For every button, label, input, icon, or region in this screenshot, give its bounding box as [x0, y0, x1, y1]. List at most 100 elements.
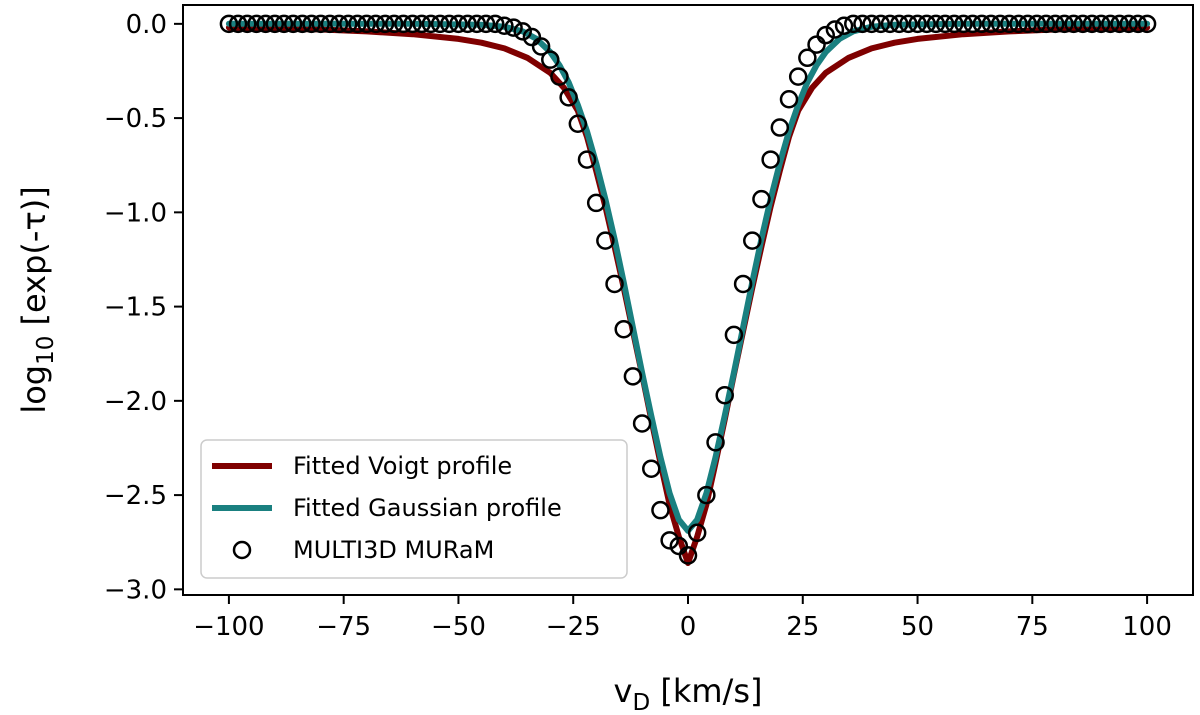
data-point — [458, 14, 477, 34]
x-tick-label: 75 — [1016, 612, 1049, 642]
data-point — [238, 14, 257, 34]
data-point — [1073, 14, 1093, 34]
data-point — [256, 14, 275, 34]
data-point — [972, 14, 992, 34]
data-point — [788, 67, 808, 86]
data-point — [660, 531, 679, 550]
legend-label-multi3d-muram: MULTI3D MURaM — [293, 536, 494, 564]
data-point — [908, 14, 927, 34]
data-point — [945, 14, 964, 34]
data-point — [889, 14, 909, 34]
legend: Fitted Voigt profile Fitted Gaussian pro… — [200, 439, 628, 579]
data-point — [1009, 14, 1028, 34]
data-point — [476, 14, 496, 34]
x-tick-label: 50 — [901, 612, 934, 642]
data-point — [1119, 14, 1138, 34]
y-tick-label: −1.5 — [104, 293, 167, 323]
data-point — [586, 193, 606, 213]
data-point — [430, 14, 450, 34]
x-tick-label: −100 — [193, 612, 264, 642]
data-point — [228, 14, 248, 34]
x-axis-ticks: −100 −75 −50 −25 0 25 50 75 100 — [193, 595, 1172, 642]
data-point — [421, 14, 441, 34]
data-point — [724, 325, 744, 345]
data-point — [1064, 14, 1083, 34]
series-layer — [219, 14, 1157, 566]
x-tick-label: −25 — [546, 612, 601, 642]
x-tick-label: 0 — [680, 612, 697, 642]
data-point — [412, 14, 431, 34]
legend-swatch-multi3d-muram — [232, 540, 252, 560]
data-point — [504, 18, 523, 37]
legend-box — [200, 439, 628, 579]
data-point — [219, 14, 239, 34]
x-tick-label: 25 — [786, 612, 819, 642]
data-point — [752, 189, 771, 209]
data-point — [265, 14, 285, 34]
data-point — [357, 14, 376, 34]
data-point — [770, 118, 790, 137]
data-point — [375, 14, 395, 34]
data-point — [596, 231, 615, 250]
data-point — [339, 14, 358, 34]
y-tick-label: −3.0 — [104, 575, 167, 605]
data-point — [697, 485, 716, 505]
data-point — [651, 500, 670, 520]
y-axis-ticks: 0.0 −0.5 −1.0 −1.5 −2.0 −2.5 −3.0 — [104, 10, 183, 605]
data-point — [513, 22, 532, 41]
data-point — [706, 433, 725, 452]
data-point — [632, 414, 652, 433]
data-point — [761, 150, 780, 169]
data-point — [1082, 14, 1102, 34]
data-point — [623, 367, 643, 386]
data-point — [844, 14, 863, 34]
data-point — [871, 14, 891, 34]
data-point — [366, 14, 386, 34]
data-point — [1000, 14, 1019, 34]
x-tick-label: −50 — [431, 612, 486, 642]
data-point — [541, 50, 560, 69]
data-point — [853, 14, 872, 34]
data-point — [329, 14, 349, 34]
data-point — [440, 14, 459, 34]
y-tick-label: −2.5 — [104, 481, 167, 511]
data-point — [320, 14, 340, 34]
data-point — [1036, 14, 1056, 34]
data-point — [917, 14, 936, 34]
data-point — [743, 231, 762, 250]
data-point — [1027, 14, 1047, 34]
data-point — [449, 14, 468, 34]
data-point — [614, 319, 633, 339]
data-point — [954, 14, 973, 34]
data-point — [1137, 14, 1157, 34]
legend-label-gaussian: Fitted Gaussian profile — [293, 494, 562, 522]
data-point — [302, 14, 321, 34]
data-point — [568, 114, 588, 134]
data-point — [348, 14, 367, 34]
data-point — [834, 16, 854, 35]
data-point — [880, 14, 900, 34]
data-point — [495, 16, 514, 35]
data-point — [1046, 14, 1065, 34]
data-point — [899, 14, 918, 34]
x-tick-label: 100 — [1122, 612, 1172, 642]
data-point — [531, 37, 551, 56]
data-point — [394, 14, 413, 34]
data-point — [963, 14, 982, 34]
x-tick-label: −75 — [316, 612, 371, 642]
data-point — [862, 14, 881, 34]
data-point — [678, 546, 698, 565]
data-point — [274, 14, 294, 34]
data-point — [1101, 14, 1120, 34]
legend-label-voigt: Fitted Voigt profile — [293, 452, 512, 480]
data-point — [825, 20, 845, 39]
data-point — [485, 14, 505, 34]
data-point — [1128, 14, 1148, 34]
data-point — [816, 25, 835, 45]
series-line-fitted-gaussian-profile — [225, 20, 1151, 534]
x-axis-title: vD [km/s] — [614, 672, 763, 715]
y-tick-label: −1.0 — [104, 198, 167, 228]
data-point — [926, 14, 946, 34]
data-point — [605, 274, 624, 294]
